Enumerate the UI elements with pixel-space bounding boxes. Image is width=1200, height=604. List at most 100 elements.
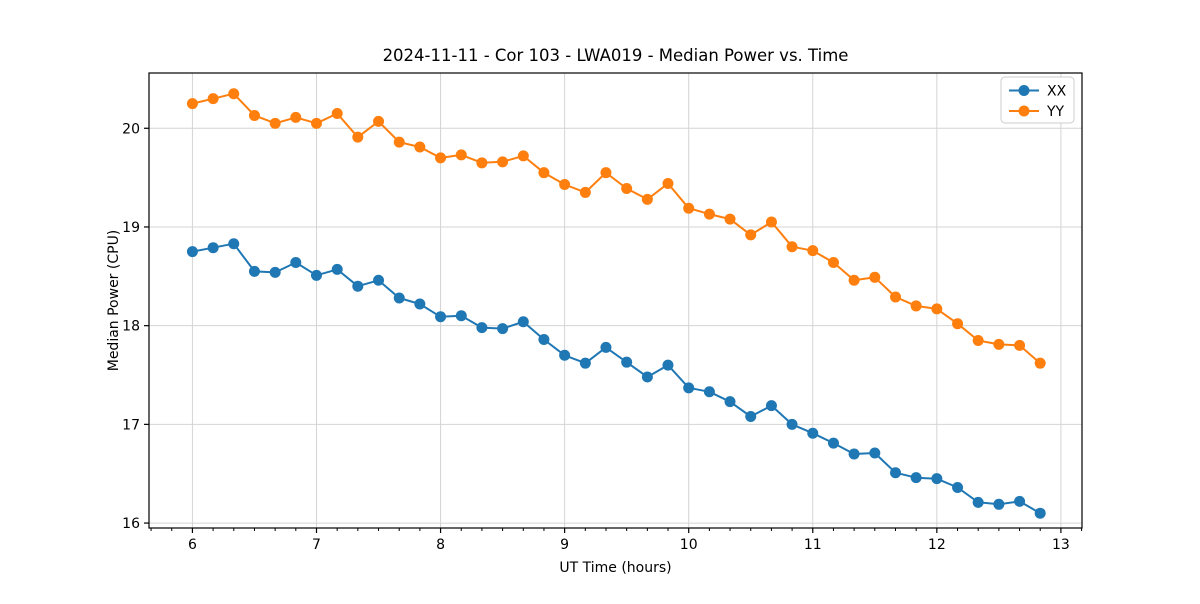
data-point-YY	[290, 111, 302, 123]
legend-label: YY	[1046, 104, 1065, 120]
legend-marker	[1018, 105, 1030, 117]
data-point-YY	[890, 291, 902, 303]
data-point-XX	[848, 448, 860, 460]
data-point-XX	[807, 427, 819, 439]
data-point-YY	[600, 167, 612, 179]
y-tick-label: 20	[122, 121, 140, 137]
x-tick-label: 10	[680, 537, 698, 553]
data-point-YY	[621, 182, 633, 194]
data-point-XX	[476, 322, 488, 334]
data-point-XX	[931, 473, 943, 485]
data-point-XX	[517, 316, 529, 328]
y-tick-label: 19	[122, 220, 140, 236]
data-point-YY	[745, 229, 757, 241]
legend-marker	[1018, 85, 1030, 96]
data-point-YY	[724, 213, 736, 225]
data-point-XX	[331, 263, 343, 275]
data-point-XX	[621, 356, 633, 368]
data-point-YY	[765, 216, 777, 228]
data-point-XX	[207, 242, 219, 254]
data-point-YY	[352, 131, 364, 143]
legend: XX YY	[1000, 76, 1075, 124]
data-point-XX	[414, 298, 426, 310]
data-point-XX	[497, 323, 509, 335]
data-point-YY	[848, 274, 860, 286]
data-point-XX	[310, 269, 322, 281]
data-point-XX	[993, 498, 1005, 510]
data-point-YY	[455, 149, 467, 161]
data-point-YY	[228, 88, 240, 100]
data-point-XX	[972, 496, 984, 508]
x-tick-label: 11	[804, 537, 822, 553]
data-point-YY	[310, 117, 322, 129]
data-point-YY	[331, 107, 343, 119]
y-tick-label: 18	[122, 319, 140, 335]
data-point-YY	[827, 257, 839, 269]
data-point-XX	[228, 238, 240, 250]
data-point-YY	[579, 186, 591, 198]
data-point-XX	[724, 396, 736, 408]
y-tick-label: 16	[122, 516, 140, 532]
data-point-YY	[414, 141, 426, 153]
data-point-XX	[869, 447, 881, 459]
data-point-YY	[538, 167, 550, 179]
data-point-XX	[393, 292, 405, 304]
x-tick-label: 12	[928, 537, 946, 553]
data-point-YY	[186, 98, 198, 110]
data-point-XX	[373, 274, 385, 286]
data-point-XX	[290, 257, 302, 269]
data-point-YY	[972, 334, 984, 346]
data-point-XX	[1034, 507, 1046, 519]
data-point-YY	[373, 115, 385, 127]
data-point-YY	[786, 241, 798, 253]
x-tick-label: 7	[312, 537, 321, 553]
data-point-XX	[765, 400, 777, 412]
data-point-XX	[662, 359, 674, 371]
data-point-XX	[559, 349, 571, 361]
data-point-YY	[269, 117, 281, 129]
data-point-XX	[683, 382, 695, 394]
data-point-XX	[579, 357, 591, 369]
data-point-YY	[952, 318, 964, 330]
y-axis-label: Median Power (CPU)	[106, 230, 122, 372]
x-tick-label: 9	[560, 537, 569, 553]
series-line-XX	[192, 242, 1041, 515]
data-point-YY	[641, 193, 653, 205]
plot-area: 6 7 8 9 10 11 12 13 16 17 18 19 20	[122, 72, 1083, 553]
data-point-YY	[683, 202, 695, 214]
data-point-YY	[517, 150, 529, 162]
data-point-YY	[807, 245, 819, 257]
data-point-XX	[745, 410, 757, 422]
data-point-YY	[993, 338, 1005, 350]
x-tick-label: 6	[188, 537, 197, 553]
data-point-XX	[455, 310, 467, 322]
data-point-YY	[559, 179, 571, 191]
data-point-YY	[703, 208, 715, 220]
data-point-XX	[435, 311, 447, 323]
data-point-XX	[269, 266, 281, 278]
data-point-YY	[662, 178, 674, 190]
data-point-XX	[786, 418, 798, 430]
x-tick-label: 13	[1052, 537, 1070, 553]
data-point-XX	[248, 265, 260, 277]
data-point-XX	[352, 280, 364, 292]
data-point-XX	[186, 246, 198, 258]
data-point-XX	[641, 371, 653, 383]
data-point-XX	[890, 467, 902, 479]
data-point-XX	[600, 341, 612, 353]
x-axis-label: UT Time (hours)	[559, 560, 671, 576]
data-point-XX	[703, 386, 715, 398]
chart-title: 2024-11-11 - Cor 103 - LWA019 - Median P…	[383, 46, 849, 65]
data-point-YY	[1034, 357, 1046, 369]
data-point-XX	[827, 437, 839, 449]
plot-border	[148, 72, 1083, 529]
x-tick-label: 8	[436, 537, 445, 553]
data-point-XX	[538, 333, 550, 345]
data-point-YY	[207, 93, 219, 105]
data-point-YY	[869, 271, 881, 283]
series-line-YY	[192, 92, 1041, 364]
data-point-YY	[476, 157, 488, 169]
data-point-XX	[910, 472, 922, 484]
data-point-YY	[1014, 339, 1026, 351]
